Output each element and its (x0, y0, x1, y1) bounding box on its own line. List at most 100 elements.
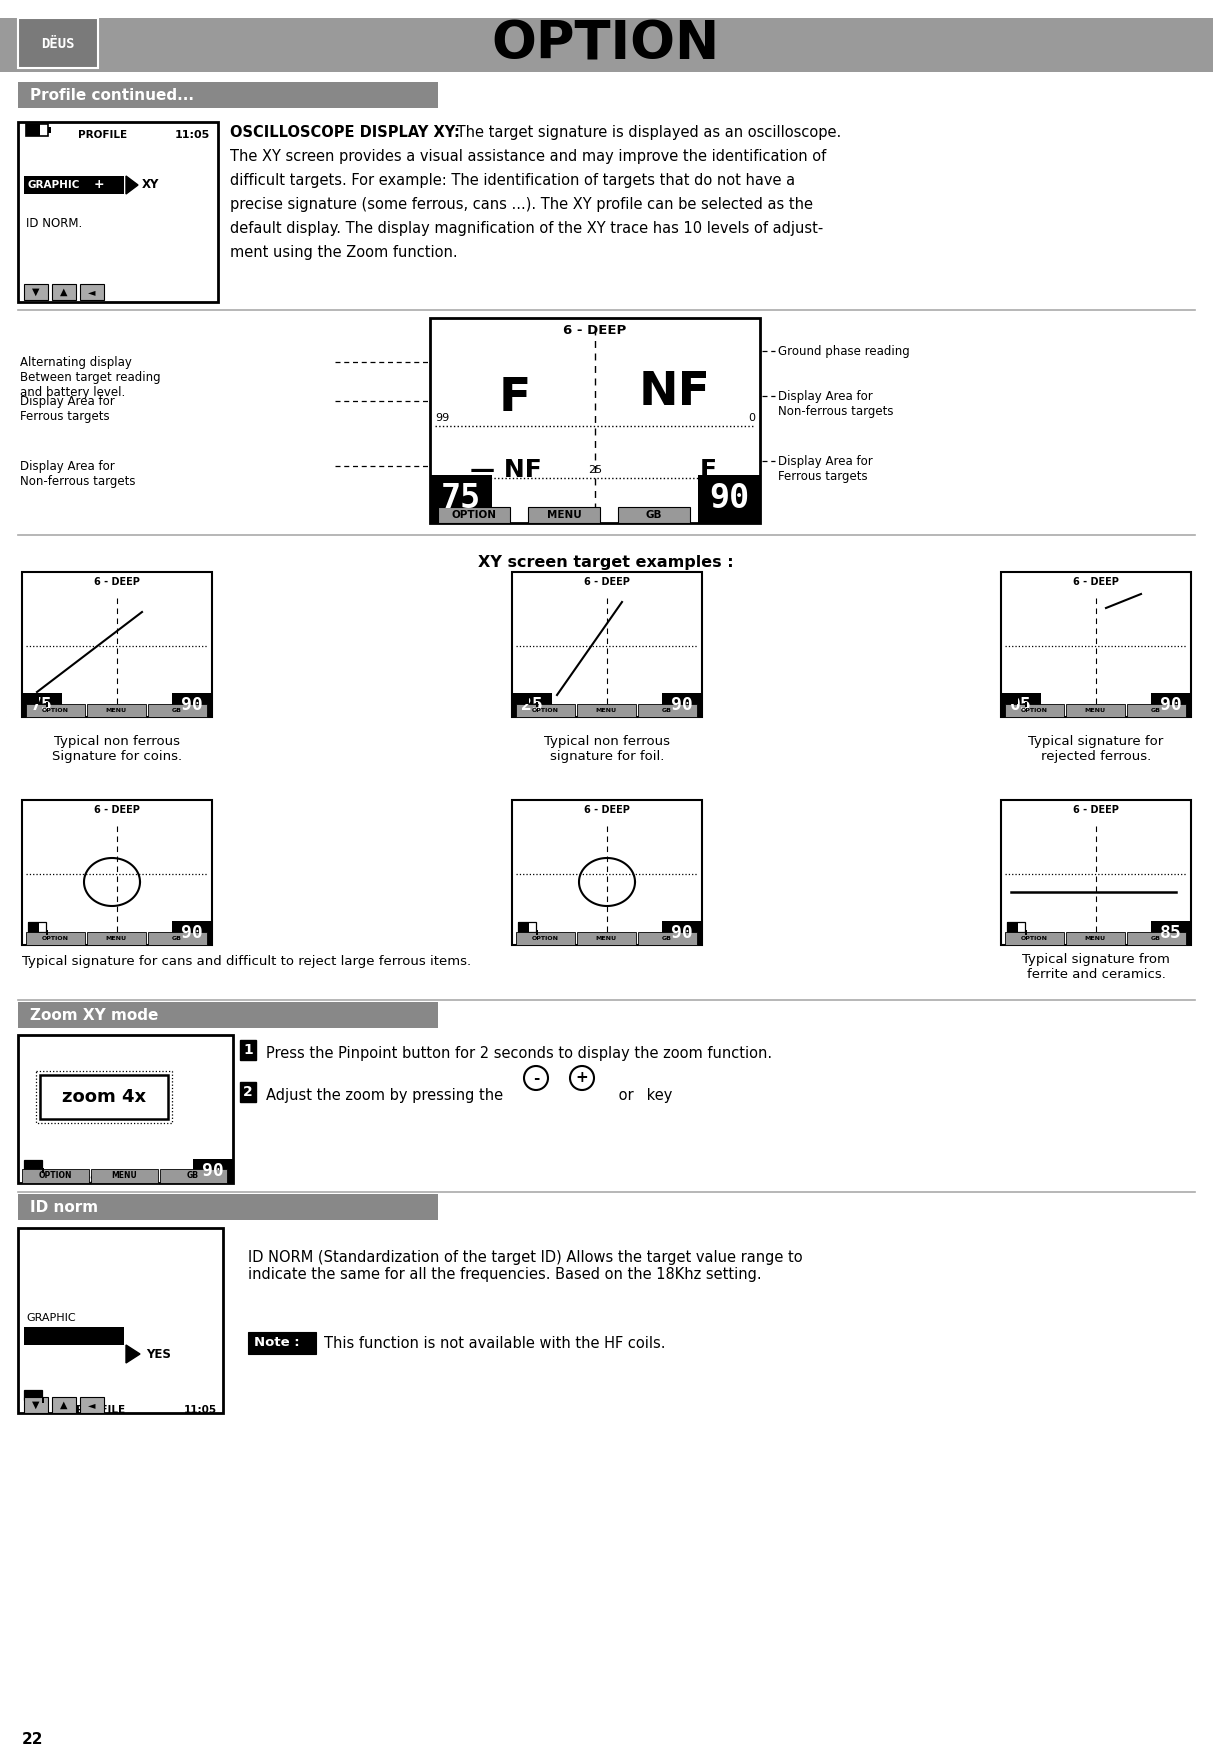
Text: default display. The display magnification of the XY trace has 10 levels of adju: default display. The display magnificati… (230, 221, 824, 237)
Text: Display Area for
Ferrous targets: Display Area for Ferrous targets (19, 394, 115, 422)
Bar (638, 932, 697, 944)
Text: F: F (499, 377, 531, 420)
Text: OPTION: OPTION (531, 937, 558, 941)
Text: OPTION: OPTION (39, 1172, 72, 1181)
Text: or: or (614, 1088, 638, 1104)
Text: ▲: ▲ (61, 287, 68, 298)
Bar (1006, 932, 1064, 944)
Bar (25, 124, 49, 137)
Bar (1127, 704, 1186, 717)
Bar (536, 703, 539, 708)
Text: The XY screen provides a visual assistance and may improve the identification of: The XY screen provides a visual assistan… (230, 149, 826, 165)
Text: Zoom XY mode: Zoom XY mode (30, 1009, 159, 1023)
Text: 90: 90 (181, 696, 203, 715)
Bar (516, 932, 575, 944)
Text: 3 - DEUS FAST: 3 - DEUS FAST (50, 1176, 127, 1184)
Text: 90: 90 (671, 923, 693, 943)
Bar (40, 1076, 167, 1120)
Text: OPTION: OPTION (531, 708, 558, 713)
Text: PROFILE: PROFILE (76, 1405, 125, 1416)
Bar (1025, 703, 1027, 708)
Text: +: + (93, 179, 104, 191)
Bar (22, 1169, 89, 1183)
Bar (1001, 801, 1191, 944)
Bar (697, 475, 761, 524)
Text: ID norm: ID norm (30, 1200, 98, 1216)
Text: 2: 2 (243, 1084, 252, 1099)
Text: 75: 75 (440, 482, 482, 515)
Text: ◄: ◄ (89, 287, 96, 298)
Text: GB: GB (172, 937, 182, 941)
Bar (577, 704, 636, 717)
Text: — NF: — NF (469, 457, 542, 482)
Bar (18, 1002, 438, 1028)
Text: 6 - DEEP: 6 - DEEP (585, 804, 630, 815)
Text: ▼: ▼ (33, 1400, 40, 1410)
Bar (0, 18, 1213, 72)
Text: Press the Pinpoint button for 2 seconds to display the zoom function.: Press the Pinpoint button for 2 seconds … (266, 1046, 773, 1062)
Text: 99: 99 (435, 413, 449, 422)
Text: Typical signature for cans and difficult to reject large ferrous items.: Typical signature for cans and difficult… (22, 955, 471, 969)
Text: 90: 90 (181, 923, 203, 943)
Bar (438, 506, 509, 524)
Bar (46, 930, 49, 936)
Text: XY: XY (142, 179, 159, 191)
Text: Adjust the zoom by pressing the: Adjust the zoom by pressing the (266, 1088, 503, 1104)
Bar (518, 922, 529, 932)
Text: 6 - DEEP: 6 - DEEP (1074, 576, 1118, 587)
Text: Display Area for
Non-ferrous targets: Display Area for Non-ferrous targets (778, 391, 894, 419)
Text: GB: GB (172, 708, 182, 713)
Bar (1007, 694, 1018, 704)
Text: Typical signature from
ferrite and ceramics.: Typical signature from ferrite and ceram… (1023, 953, 1169, 981)
Text: 85: 85 (1160, 923, 1181, 943)
Text: OPTION: OPTION (1020, 937, 1048, 941)
Bar (22, 694, 62, 717)
Polygon shape (126, 1346, 139, 1363)
Text: Alternating display
Between target reading
and battery level.: Alternating display Between target readi… (19, 356, 160, 399)
Text: OPTION: OPTION (492, 19, 721, 72)
Text: Display Area for
Ferrous targets: Display Area for Ferrous targets (778, 456, 872, 484)
Polygon shape (126, 175, 138, 194)
Text: +: + (576, 1070, 588, 1086)
Bar (1001, 571, 1191, 717)
Bar (1007, 694, 1025, 704)
Bar (536, 930, 539, 936)
Bar (18, 82, 438, 109)
Bar (22, 571, 212, 717)
Bar (18, 1228, 223, 1414)
Bar (172, 694, 212, 717)
Text: GB: GB (1151, 708, 1161, 713)
Bar (25, 124, 40, 137)
Text: ID NORM: ID NORM (28, 1349, 80, 1360)
Text: 25: 25 (588, 464, 602, 475)
Text: ID NORM.: ID NORM. (25, 217, 82, 230)
Text: 90: 90 (708, 482, 750, 515)
Text: 6 - DEEP: 6 - DEEP (95, 576, 139, 587)
Bar (18, 123, 218, 301)
Text: This function is not available with the HF coils.: This function is not available with the … (324, 1335, 666, 1351)
Bar (429, 319, 761, 524)
Bar (91, 1169, 158, 1183)
Bar (617, 506, 690, 524)
Text: 6 - DEEP: 6 - DEEP (585, 576, 630, 587)
Bar (1066, 704, 1124, 717)
Text: 6 - DEEP: 6 - DEEP (1074, 804, 1118, 815)
Bar (28, 694, 46, 704)
Bar (24, 175, 124, 194)
Text: ment using the Zoom function.: ment using the Zoom function. (230, 245, 457, 259)
Text: NF: NF (639, 370, 711, 415)
Bar (80, 1396, 104, 1414)
Bar (80, 284, 104, 300)
Bar (512, 801, 702, 944)
Bar (193, 1160, 233, 1183)
Text: 75: 75 (32, 696, 53, 715)
Bar (49, 126, 51, 133)
Text: ◄: ◄ (89, 1400, 96, 1410)
Text: Profile continued...: Profile continued... (30, 89, 194, 103)
Text: GRAPHIC: GRAPHIC (25, 1312, 75, 1323)
Text: GRAPHIC: GRAPHIC (28, 180, 80, 189)
Text: 11:05: 11:05 (175, 130, 210, 140)
Bar (247, 1332, 317, 1354)
Text: 6 - DEEP: 6 - DEEP (95, 804, 139, 815)
Bar (42, 1398, 44, 1403)
